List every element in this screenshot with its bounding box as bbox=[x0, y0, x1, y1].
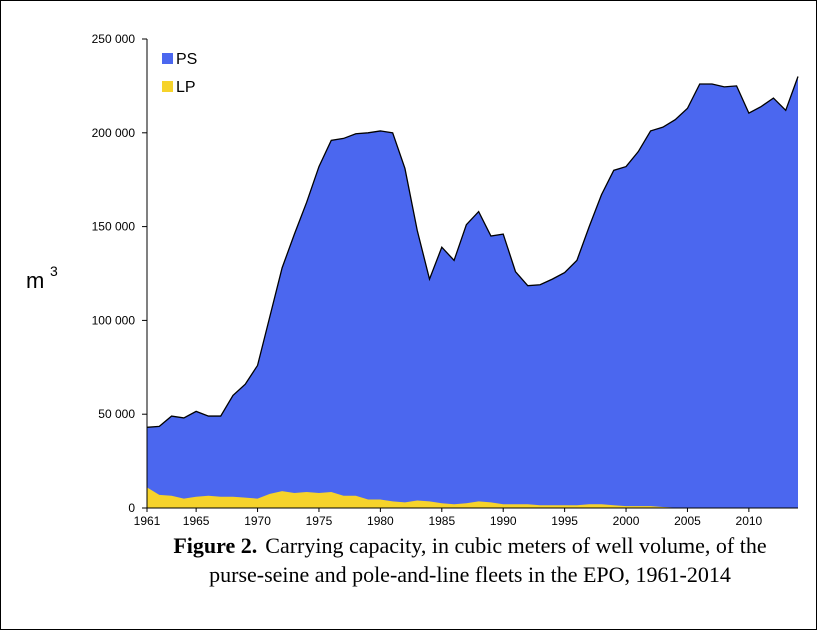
caption: Figure 2. Carrying capacity, in cubic met… bbox=[173, 533, 766, 558]
x-tick-label: 1970 bbox=[244, 514, 271, 528]
x-tick-label: 1985 bbox=[428, 514, 455, 528]
y-tick-label: 50 000 bbox=[98, 407, 135, 421]
plot: 0 50 000 100 000 150 000 200 000 250 000 1961 1… bbox=[92, 32, 799, 528]
x-tick-label: 1961 bbox=[134, 514, 161, 528]
area bbox=[147, 76, 798, 509]
x-tick-label: 1980 bbox=[367, 514, 394, 528]
x-tick-label: 2005 bbox=[674, 514, 701, 528]
caption-text: purse-seine and pole-and-line fleets in … bbox=[209, 562, 731, 587]
area bbox=[147, 487, 798, 508]
caption-text: Carrying capacity, in cubic meters of we… bbox=[265, 533, 766, 558]
y-tick-label: 250 000 bbox=[92, 32, 136, 46]
x-tick-label: 1965 bbox=[183, 514, 210, 528]
legend-swatch bbox=[162, 53, 173, 64]
x-tick-label: 2010 bbox=[736, 514, 763, 528]
caption-label: Figure 2. bbox=[173, 533, 257, 558]
y-axis-label-superscript: 3 bbox=[50, 263, 58, 279]
y-tick-label: 150 000 bbox=[92, 220, 136, 234]
y-tick-label: 200 000 bbox=[92, 126, 136, 140]
legend-swatch bbox=[162, 81, 173, 92]
y-axis-label: m bbox=[26, 268, 44, 293]
x-tick-label: 1975 bbox=[306, 514, 333, 528]
legend-label: LP bbox=[176, 79, 196, 96]
x-tick-label: 1995 bbox=[551, 514, 578, 528]
legend-label: PS bbox=[176, 51, 197, 68]
y-tick-label: 100 000 bbox=[92, 313, 136, 327]
y-tick-label: 0 bbox=[128, 501, 135, 515]
area-outline bbox=[146, 76, 799, 428]
x-tick-label: 1990 bbox=[490, 514, 517, 528]
x-tick-label: 2000 bbox=[613, 514, 640, 528]
